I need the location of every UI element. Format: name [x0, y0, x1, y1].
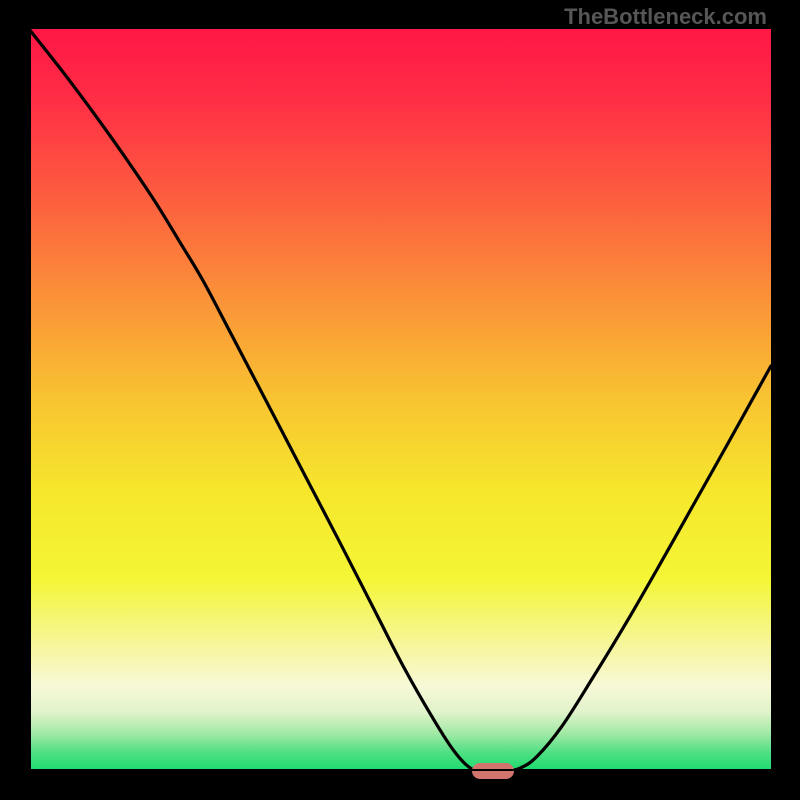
optimal-point-marker	[472, 763, 514, 779]
x-axis-line	[29, 769, 771, 771]
chart-canvas: TheBottleneck.com	[0, 0, 800, 800]
watermark-text: TheBottleneck.com	[564, 4, 767, 30]
y-axis-line	[29, 29, 31, 771]
bottleneck-curve	[29, 29, 771, 771]
plot-area	[29, 29, 771, 771]
